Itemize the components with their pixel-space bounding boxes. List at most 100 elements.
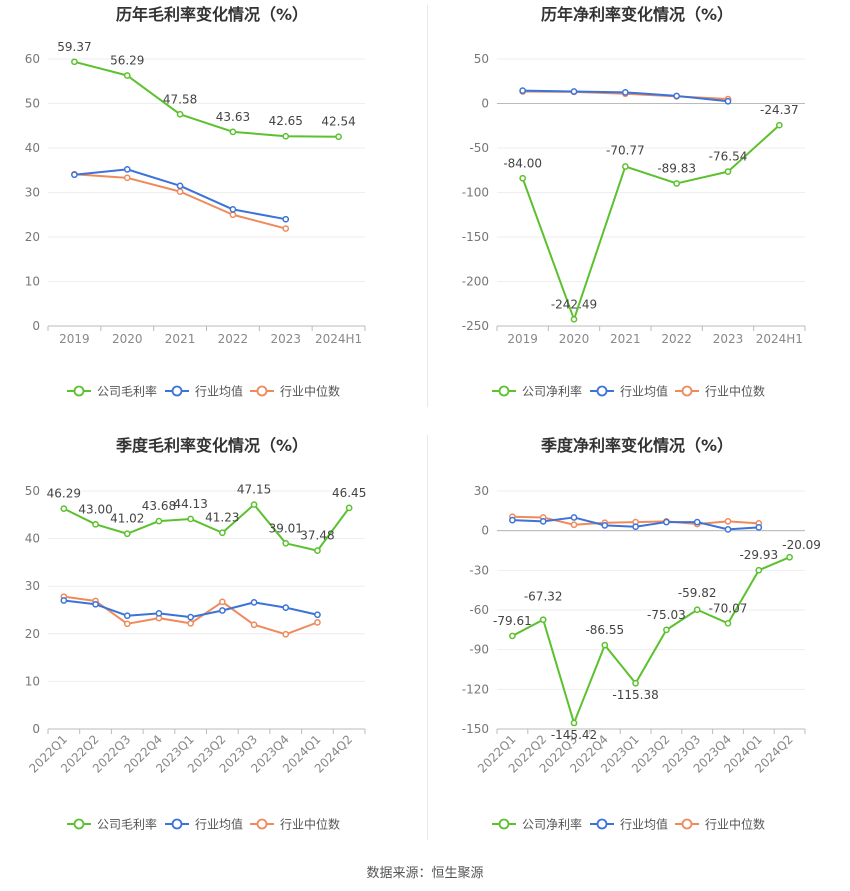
data-label: -59.82 bbox=[678, 586, 717, 600]
data-label: 47.15 bbox=[237, 483, 271, 497]
x-tick-label: 2021 bbox=[165, 332, 196, 346]
y-tick-label: -30 bbox=[469, 563, 489, 577]
series-line bbox=[511, 556, 790, 724]
data-point bbox=[570, 514, 578, 521]
chart-title: 历年净利率变化情况（%） bbox=[541, 5, 733, 24]
data-point bbox=[123, 620, 131, 628]
data-label: 59.37 bbox=[57, 40, 91, 54]
y-tick-label: 0 bbox=[32, 319, 40, 333]
chart-svg: 历年毛利率变化情况（%） 0 10 20 30 40 50 60 2019 2020 2021 202… bbox=[25, 5, 366, 399]
data-label: 56.29 bbox=[110, 54, 144, 68]
data-label: -145.42 bbox=[551, 728, 597, 742]
y-tick-label: 40 bbox=[25, 141, 40, 155]
x-tick-label: 2019 bbox=[507, 332, 538, 346]
plot-group: 历年净利率变化情况（%） -250 -200 -150 -100 -50 0 50 2019 20… bbox=[462, 5, 806, 399]
data-label: 41.02 bbox=[110, 512, 144, 526]
data-point bbox=[570, 315, 578, 323]
data-point bbox=[663, 518, 670, 526]
legend-marker bbox=[73, 385, 85, 397]
data-point bbox=[755, 566, 763, 574]
quarterly-net-margin-chart: 季度净利率变化情况（%） -150 -120 -90 -60 -30 0 30 2022Q1 20… bbox=[425, 430, 850, 860]
legend-marker bbox=[498, 385, 510, 397]
chart-svg: 季度毛利率变化情况（%）010203040502022Q12022Q22022Q… bbox=[25, 436, 367, 832]
data-point bbox=[314, 619, 321, 626]
data-point bbox=[663, 626, 670, 634]
data-point bbox=[176, 110, 184, 118]
series-line bbox=[63, 503, 350, 552]
y-tick-label: 0 bbox=[32, 722, 40, 736]
data-point bbox=[724, 525, 732, 533]
data-point bbox=[250, 501, 258, 508]
data-point bbox=[632, 679, 639, 687]
x-tick-label: 2023 bbox=[270, 332, 301, 346]
data-point bbox=[693, 518, 701, 526]
quarterly-gross-margin-chart: 季度毛利率变化情况（%） 0 10 20 30 40 50 2022Q1 2022Q2 2022Q… bbox=[0, 430, 425, 860]
data-point bbox=[570, 719, 578, 727]
data-label: 42.65 bbox=[269, 114, 303, 128]
chart-title: 历年毛利率变化情况（%） bbox=[116, 5, 308, 24]
data-point bbox=[155, 517, 163, 525]
y-tick-label: -100 bbox=[462, 186, 489, 200]
data-point bbox=[509, 632, 516, 640]
data-point bbox=[724, 168, 732, 175]
y-tick-label: 0 bbox=[481, 524, 489, 538]
data-label: -79.61 bbox=[493, 614, 532, 628]
data-point bbox=[539, 616, 547, 624]
data-point bbox=[335, 133, 342, 141]
y-tick-label: 20 bbox=[25, 627, 40, 641]
data-label: 46.29 bbox=[47, 487, 81, 501]
data-point bbox=[92, 600, 99, 608]
data-point bbox=[219, 598, 226, 606]
legend-label: 公司净利率 bbox=[522, 384, 582, 399]
y-tick-label: -200 bbox=[462, 275, 489, 289]
data-point bbox=[123, 72, 131, 79]
legend-label: 公司毛利率 bbox=[97, 817, 157, 832]
data-point bbox=[673, 92, 681, 100]
legend-marker bbox=[256, 818, 268, 830]
legend-label: 公司毛利率 bbox=[97, 384, 157, 399]
y-tick-label: -150 bbox=[462, 230, 489, 244]
data-label: 39.01 bbox=[269, 521, 303, 535]
x-tick-label: 2020 bbox=[559, 332, 590, 346]
data-point bbox=[724, 97, 732, 105]
legend-marker bbox=[596, 385, 608, 397]
x-tick-label: 2021 bbox=[610, 332, 641, 346]
data-label: 43.00 bbox=[78, 502, 112, 516]
legend-label: 行业中位数 bbox=[705, 384, 765, 399]
y-tick-label: -50 bbox=[469, 141, 489, 155]
chart-title: 季度毛利率变化情况（%） bbox=[115, 436, 308, 455]
x-tick-label: 2022 bbox=[218, 332, 249, 346]
y-tick-label: -250 bbox=[462, 319, 489, 333]
data-point bbox=[282, 225, 290, 232]
series-line bbox=[74, 173, 287, 230]
data-label: -86.55 bbox=[585, 623, 624, 637]
data-point bbox=[229, 206, 237, 213]
data-point bbox=[187, 515, 194, 523]
data-point bbox=[601, 641, 609, 649]
data-point bbox=[282, 604, 290, 611]
data-point bbox=[519, 87, 527, 94]
data-point bbox=[509, 516, 516, 524]
data-label: -20.09 bbox=[782, 538, 821, 552]
legend-marker bbox=[171, 385, 183, 397]
data-point bbox=[282, 215, 290, 223]
data-point bbox=[155, 609, 163, 617]
data-point bbox=[570, 521, 578, 529]
divider bbox=[427, 5, 428, 407]
x-tick-label: 2024H1 bbox=[315, 332, 362, 346]
data-point bbox=[176, 188, 184, 195]
data-point bbox=[123, 166, 131, 173]
x-tick-label: 2020 bbox=[112, 332, 143, 346]
annual-gross-margin-chart: 历年毛利率变化情况（%） 0 10 20 30 40 50 60 2019 2020 2021 202… bbox=[0, 0, 425, 430]
data-point bbox=[621, 89, 629, 96]
legend-marker bbox=[681, 818, 693, 830]
data-label: 44.13 bbox=[173, 497, 207, 511]
x-tick-label: 2024H1 bbox=[756, 332, 803, 346]
data-label: 46.45 bbox=[332, 486, 366, 500]
data-point bbox=[786, 553, 793, 561]
legend-marker bbox=[681, 385, 693, 397]
x-tick-label: 2022 bbox=[661, 332, 692, 346]
plot-group: 历年毛利率变化情况（%） 0 10 20 30 40 50 60 2019 2020 2021 202… bbox=[25, 5, 366, 399]
legend-label: 行业均值 bbox=[620, 384, 668, 399]
data-point bbox=[632, 523, 639, 531]
